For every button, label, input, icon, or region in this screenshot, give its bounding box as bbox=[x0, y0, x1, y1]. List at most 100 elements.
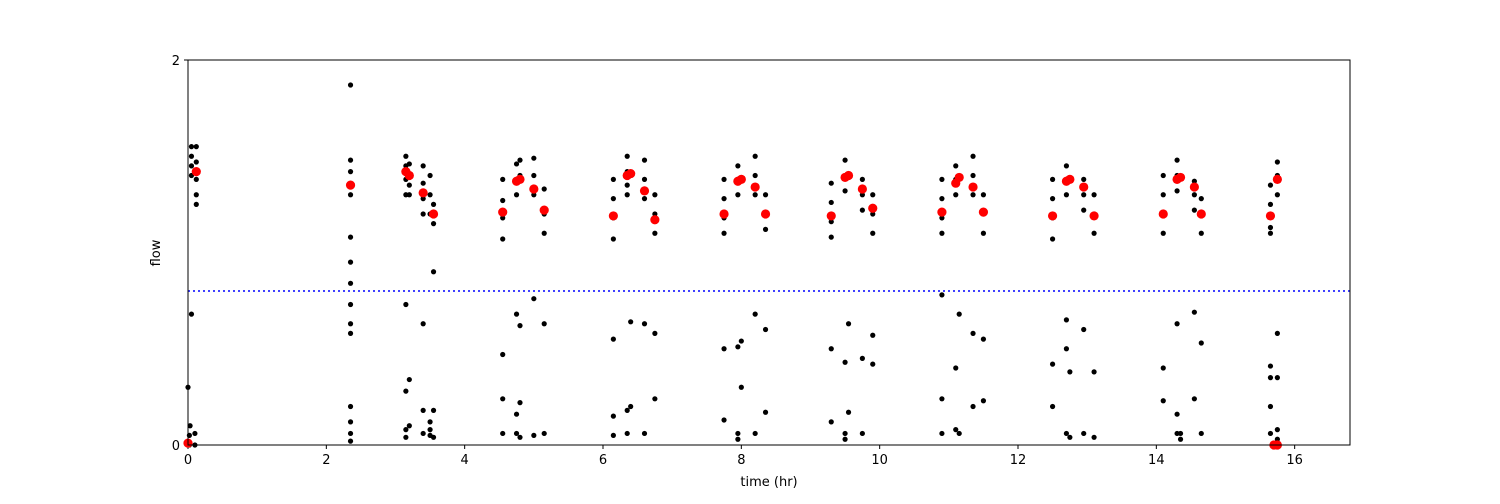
point bbox=[1063, 317, 1070, 323]
point bbox=[1267, 363, 1274, 369]
point bbox=[719, 209, 729, 219]
point bbox=[842, 157, 848, 163]
point bbox=[970, 153, 976, 159]
point bbox=[1081, 207, 1087, 213]
point bbox=[954, 172, 964, 183]
point bbox=[430, 201, 437, 207]
point bbox=[193, 201, 199, 207]
point bbox=[870, 332, 876, 338]
point bbox=[859, 430, 865, 437]
point bbox=[1067, 434, 1073, 440]
point bbox=[750, 182, 760, 192]
point bbox=[1274, 330, 1280, 336]
point bbox=[1158, 209, 1168, 219]
point bbox=[870, 230, 876, 236]
point bbox=[427, 427, 433, 433]
point bbox=[1049, 403, 1056, 410]
point bbox=[347, 259, 354, 265]
point bbox=[418, 188, 428, 198]
point bbox=[1267, 375, 1274, 381]
point bbox=[406, 182, 412, 188]
point bbox=[403, 301, 409, 308]
point bbox=[1274, 375, 1280, 381]
point bbox=[1191, 396, 1197, 402]
point bbox=[529, 184, 539, 194]
point bbox=[1191, 207, 1197, 213]
point bbox=[347, 321, 354, 327]
point bbox=[188, 144, 195, 150]
point bbox=[1267, 224, 1274, 231]
point bbox=[762, 409, 769, 415]
point bbox=[1065, 174, 1075, 184]
point bbox=[1267, 201, 1274, 207]
point bbox=[735, 430, 741, 437]
point bbox=[968, 182, 978, 192]
point bbox=[347, 438, 354, 444]
point bbox=[1160, 365, 1166, 371]
point bbox=[980, 192, 987, 198]
point bbox=[845, 321, 852, 327]
point bbox=[752, 311, 758, 317]
point bbox=[610, 413, 616, 419]
point bbox=[721, 346, 727, 352]
point bbox=[406, 423, 412, 429]
point bbox=[624, 182, 630, 188]
point bbox=[420, 321, 426, 327]
point bbox=[192, 430, 198, 437]
plot-frame bbox=[187, 59, 1351, 446]
point bbox=[517, 400, 523, 406]
point bbox=[1274, 192, 1280, 198]
x-tick-label: 2 bbox=[322, 453, 330, 468]
point bbox=[721, 176, 727, 182]
point bbox=[347, 403, 354, 410]
point bbox=[752, 153, 758, 159]
point bbox=[1272, 174, 1282, 184]
point bbox=[610, 336, 616, 342]
point bbox=[738, 338, 744, 344]
point bbox=[628, 319, 634, 325]
x-tick-label: 10 bbox=[871, 453, 888, 468]
point bbox=[500, 236, 506, 242]
point bbox=[953, 427, 959, 433]
point bbox=[188, 153, 195, 159]
point bbox=[193, 176, 199, 182]
point bbox=[868, 203, 878, 213]
point bbox=[403, 434, 409, 440]
point bbox=[1079, 182, 1089, 192]
point bbox=[859, 207, 865, 213]
point bbox=[738, 384, 744, 390]
point bbox=[193, 144, 199, 150]
point bbox=[980, 398, 987, 404]
point bbox=[347, 330, 354, 336]
point bbox=[531, 432, 537, 438]
point bbox=[1177, 436, 1184, 442]
point bbox=[500, 176, 506, 182]
point bbox=[752, 172, 758, 179]
point bbox=[1177, 430, 1184, 437]
point bbox=[752, 430, 758, 437]
point bbox=[1091, 369, 1097, 375]
point bbox=[541, 321, 547, 327]
point bbox=[843, 170, 854, 181]
point bbox=[641, 176, 648, 182]
point bbox=[1049, 196, 1056, 202]
point bbox=[610, 432, 616, 438]
point bbox=[650, 215, 660, 225]
point bbox=[420, 407, 426, 413]
point bbox=[1189, 182, 1199, 192]
point bbox=[735, 344, 741, 350]
point bbox=[427, 192, 433, 198]
point bbox=[500, 197, 506, 204]
point bbox=[939, 176, 945, 182]
point bbox=[347, 430, 354, 437]
point bbox=[406, 376, 412, 383]
point bbox=[1160, 398, 1166, 404]
point bbox=[430, 434, 437, 440]
point bbox=[541, 430, 547, 437]
point bbox=[953, 365, 959, 371]
point bbox=[1174, 321, 1180, 327]
point bbox=[187, 423, 193, 429]
point bbox=[828, 180, 834, 186]
point bbox=[828, 199, 834, 206]
